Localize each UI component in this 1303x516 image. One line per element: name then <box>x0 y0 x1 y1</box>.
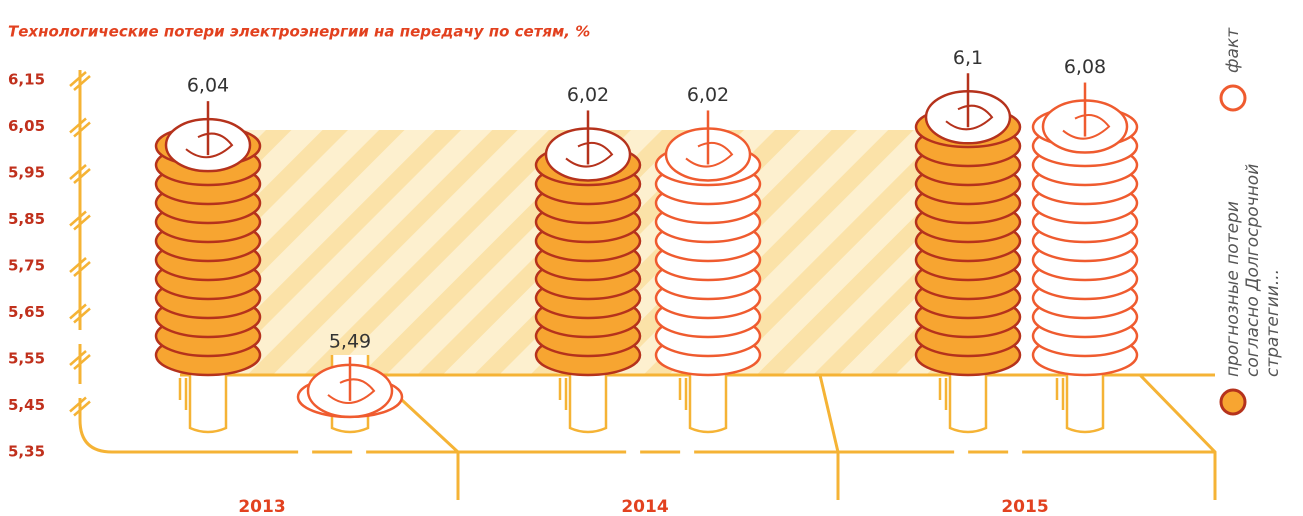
y-tick-label: 5,95 <box>8 164 45 182</box>
value-label: 6,1 <box>953 47 983 69</box>
insulator <box>296 355 404 434</box>
tick-mark <box>69 117 91 138</box>
y-tick-label: 5,65 <box>8 303 45 321</box>
tick-mark <box>69 350 91 370</box>
value-label: 5,49 <box>329 330 371 352</box>
y-tick-label: 5,35 <box>8 443 45 461</box>
legend-label: прогнозные потерисогласно Долгосрочнойст… <box>1223 164 1283 377</box>
value-label: 6,08 <box>1064 56 1106 78</box>
y-tick-label: 5,75 <box>8 257 45 275</box>
y-tick-label: 5,85 <box>8 210 45 228</box>
axis <box>78 70 1215 454</box>
insulator <box>1031 82 1139 434</box>
tick-mark <box>69 396 91 417</box>
insulator <box>534 110 642 434</box>
chart-title: Технологические потери электроэнергии на… <box>8 23 590 41</box>
x-tick-label: 2013 <box>238 497 285 516</box>
value-label: 6,04 <box>187 75 229 97</box>
y-tick-label: 6,15 <box>8 71 45 89</box>
insulator <box>654 110 762 434</box>
value-label: 6,02 <box>567 84 609 106</box>
insulator <box>154 101 262 434</box>
legend-marker <box>1219 388 1247 416</box>
legend-marker <box>1219 84 1247 112</box>
tick-mark <box>69 303 91 324</box>
tick-mark <box>69 210 91 231</box>
tick-mark <box>69 257 91 277</box>
y-tick-label: 6,05 <box>8 117 45 135</box>
value-label: 6,02 <box>687 84 729 106</box>
tick-mark <box>69 71 91 91</box>
insulator <box>914 73 1022 434</box>
legend-label: факт <box>1223 27 1243 73</box>
tick-mark <box>69 164 91 184</box>
x-tick-label: 2014 <box>621 497 668 516</box>
y-tick-label: 5,45 <box>8 396 45 414</box>
x-tick-label: 2015 <box>1001 497 1048 516</box>
y-tick-label: 5,55 <box>8 350 45 368</box>
